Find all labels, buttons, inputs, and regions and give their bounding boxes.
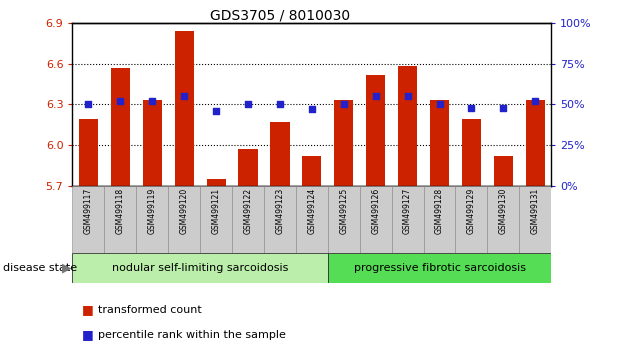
Bar (264, 186, 296, 253)
Text: GSM499131: GSM499131 (531, 188, 540, 234)
Text: ■: ■ (82, 328, 94, 341)
Point (466, 105, 476, 110)
Bar (168, 186, 200, 253)
Bar (232, 186, 264, 253)
Text: GDS3705 / 8010030: GDS3705 / 8010030 (210, 9, 350, 23)
Text: nodular self-limiting sarcoidosis: nodular self-limiting sarcoidosis (112, 263, 289, 273)
Bar (105, 186, 136, 253)
Bar (328, 186, 360, 253)
Bar (334, 101, 353, 186)
Text: GSM499125: GSM499125 (340, 188, 348, 234)
Text: GSM499124: GSM499124 (307, 188, 316, 234)
Point (179, 93, 189, 99)
Text: GSM499130: GSM499130 (499, 188, 508, 234)
Bar (519, 186, 551, 253)
Text: GSM499129: GSM499129 (467, 188, 476, 234)
Point (339, 102, 349, 107)
Point (115, 98, 125, 104)
Bar (136, 186, 168, 253)
Bar (455, 186, 488, 253)
Bar (525, 101, 545, 186)
Bar (79, 119, 98, 186)
Text: GSM499118: GSM499118 (116, 188, 125, 234)
Point (243, 102, 253, 107)
Bar (360, 186, 392, 253)
Text: ▶: ▶ (62, 262, 71, 275)
Bar (488, 186, 519, 253)
Point (83, 102, 93, 107)
Bar (296, 186, 328, 253)
Point (370, 93, 381, 99)
Point (211, 108, 221, 114)
Bar (142, 101, 162, 186)
Point (530, 98, 541, 104)
Point (403, 93, 413, 99)
Point (275, 102, 285, 107)
Bar (111, 68, 130, 186)
Point (498, 105, 508, 110)
Text: percentile rank within the sample: percentile rank within the sample (98, 330, 285, 339)
Text: disease state: disease state (3, 263, 77, 273)
Bar (270, 122, 290, 186)
Text: GSM499123: GSM499123 (275, 188, 284, 234)
Bar (72, 186, 105, 253)
Bar (366, 75, 386, 186)
Text: transformed count: transformed count (98, 305, 202, 315)
Bar (200, 186, 232, 253)
Bar (423, 186, 455, 253)
Point (307, 107, 317, 112)
Bar (207, 179, 226, 186)
Point (147, 98, 158, 104)
Text: progressive fibrotic sarcoidosis: progressive fibrotic sarcoidosis (353, 263, 525, 273)
Bar (392, 186, 423, 253)
Text: GSM499121: GSM499121 (212, 188, 220, 234)
Bar (494, 156, 513, 186)
Text: GSM499122: GSM499122 (244, 188, 253, 234)
Bar (430, 101, 449, 186)
Bar (175, 31, 194, 186)
Text: GSM499119: GSM499119 (148, 188, 157, 234)
Text: ■: ■ (82, 303, 94, 316)
Text: GSM499128: GSM499128 (435, 188, 444, 234)
Text: GSM499127: GSM499127 (403, 188, 412, 234)
Point (435, 102, 445, 107)
Bar (302, 156, 321, 186)
Bar (238, 149, 258, 186)
Bar (328, 253, 551, 283)
Text: GSM499120: GSM499120 (180, 188, 188, 234)
Text: GSM499117: GSM499117 (84, 188, 93, 234)
Bar (462, 119, 481, 186)
Bar (398, 67, 417, 186)
Bar (72, 253, 328, 283)
Text: GSM499126: GSM499126 (371, 188, 380, 234)
